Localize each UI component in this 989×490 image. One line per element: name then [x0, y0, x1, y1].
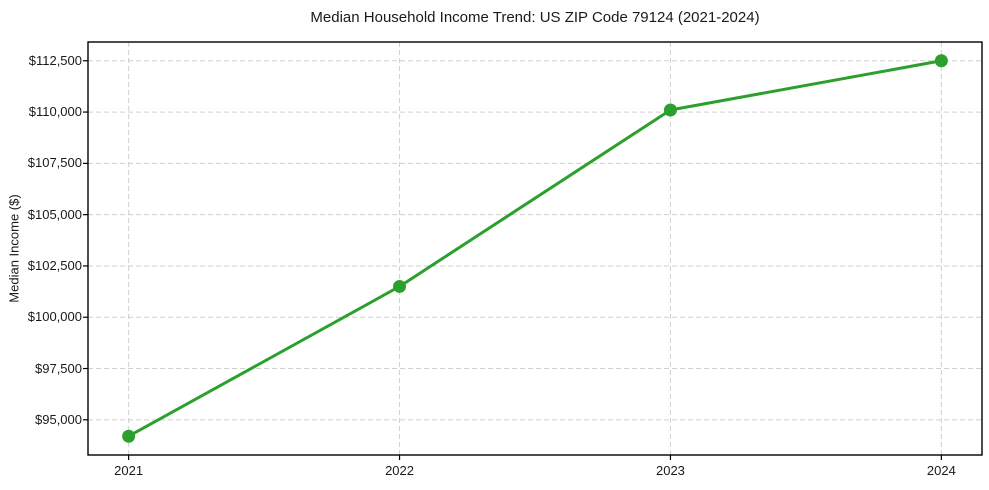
x-tick-label: 2023 — [655, 463, 685, 478]
x-tick-label: 2021 — [114, 463, 144, 478]
y-tick-label: $102,500 — [27, 257, 82, 273]
plot-border — [87, 41, 983, 456]
data-point-2023 — [663, 103, 677, 117]
data-point-2022 — [393, 279, 407, 293]
y-tick-label: $112,500 — [28, 52, 82, 68]
income-trend-line — [127, 59, 943, 438]
data-point-2024 — [934, 54, 948, 68]
y-tick-label: $97,500 — [35, 360, 82, 376]
chart-title: Median Household Income Trend: US ZIP Co… — [310, 9, 760, 26]
y-tick-label: $107,500 — [27, 155, 82, 171]
data-point-2021 — [122, 429, 136, 443]
x-tick-label: 2022 — [385, 463, 414, 478]
x-tick-label: 2024 — [926, 463, 956, 478]
y-tick-label: $100,000 — [27, 309, 82, 325]
y-tick-label: $110,000 — [28, 104, 82, 120]
y-tick-label: $105,000 — [27, 206, 82, 222]
y-tick-label: $95,000 — [35, 411, 82, 427]
y-tick-labels: $95,000 $97,500 $100,000 $102,500 $105,000 $1… — [0, 0, 82, 490]
